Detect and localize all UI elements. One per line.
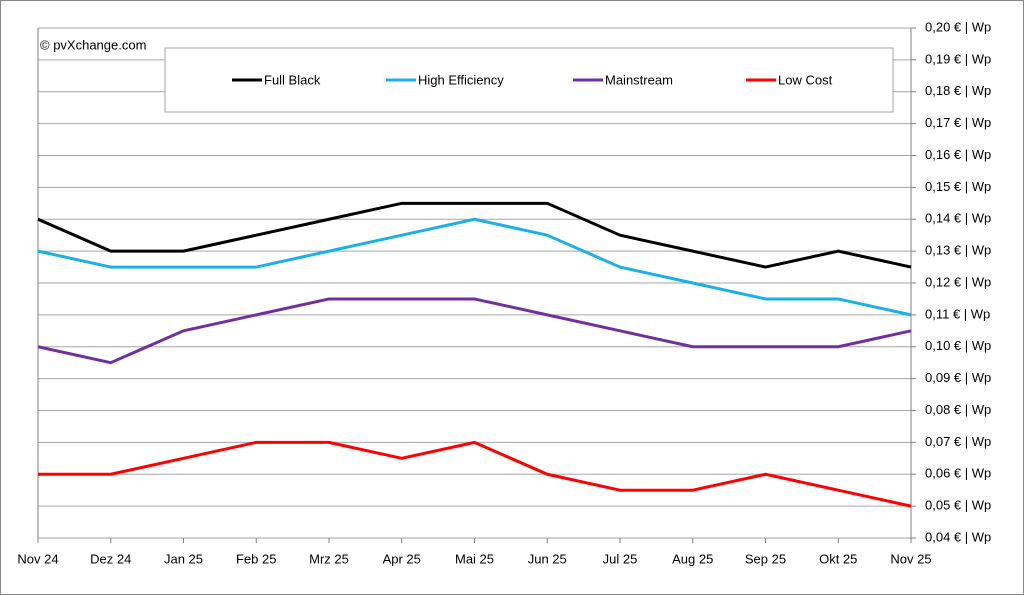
x-tick-label: Okt 25 xyxy=(819,551,857,566)
x-tick-label: Jul 25 xyxy=(603,551,638,566)
x-tick-label: Mrz 25 xyxy=(309,551,349,566)
legend-label: High Efficiency xyxy=(418,72,504,87)
y-tick-label: 0,09 € | Wp xyxy=(925,370,991,385)
x-tick-label: Dez 24 xyxy=(90,551,131,566)
x-tick-label: Aug 25 xyxy=(672,551,713,566)
x-tick-label: Nov 24 xyxy=(17,551,58,566)
y-tick-label: 0,04 € | Wp xyxy=(925,529,991,544)
x-tick-label: Nov 25 xyxy=(890,551,931,566)
y-tick-label: 0,19 € | Wp xyxy=(925,51,991,66)
y-tick-label: 0,18 € | Wp xyxy=(925,83,991,98)
series-line xyxy=(38,440,912,508)
y-tick-label: 0,15 € | Wp xyxy=(925,179,991,194)
y-tick-label: 0,07 € | Wp xyxy=(925,434,991,449)
y-tick-label: 0,17 € | Wp xyxy=(925,115,991,130)
y-tick-label: 0,12 € | Wp xyxy=(925,274,991,289)
legend-label: Mainstream xyxy=(605,72,673,87)
series-line xyxy=(37,297,912,365)
series-line xyxy=(37,201,912,269)
annotation: © pvXchange.com xyxy=(40,37,146,52)
x-tick-label: Apr 25 xyxy=(383,551,421,566)
x-tick-label: Sep 25 xyxy=(745,551,786,566)
legend-label: Full Black xyxy=(264,72,321,87)
x-tick-label: Jun 25 xyxy=(528,551,567,566)
y-tick-label: 0,16 € | Wp xyxy=(925,147,991,162)
x-tick-label: Jan 25 xyxy=(164,551,203,566)
y-tick-label: 0,13 € | Wp xyxy=(925,243,991,258)
x-tick-label: Mai 25 xyxy=(455,551,494,566)
y-tick-label: 0,20 € | Wp xyxy=(925,19,991,34)
y-tick-label: 0,05 € | Wp xyxy=(925,498,991,513)
y-tick-label: 0,10 € | Wp xyxy=(925,338,991,353)
legend-label: Low Cost xyxy=(778,72,833,87)
x-tick-label: Feb 25 xyxy=(236,551,276,566)
y-tick-label: 0,08 € | Wp xyxy=(925,402,991,417)
y-tick-label: 0,11 € | Wp xyxy=(925,306,990,321)
series-line xyxy=(37,217,912,317)
y-tick-label: 0,14 € | Wp xyxy=(925,211,991,226)
y-tick-label: 0,06 € | Wp xyxy=(925,466,991,481)
